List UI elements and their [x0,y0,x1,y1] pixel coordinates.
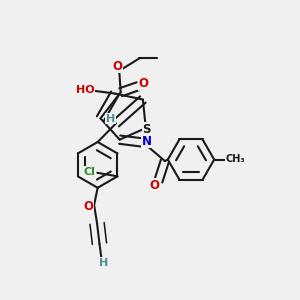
Text: Cl: Cl [84,167,95,177]
Text: O: O [113,60,123,73]
Text: O: O [149,179,159,192]
Text: O: O [138,77,148,90]
Text: H: H [99,258,109,268]
Text: HO: HO [76,85,95,95]
Text: N: N [141,135,152,148]
Text: CH₃: CH₃ [225,154,245,164]
Text: H: H [106,114,116,124]
Text: O: O [84,200,94,213]
Text: S: S [142,123,151,136]
